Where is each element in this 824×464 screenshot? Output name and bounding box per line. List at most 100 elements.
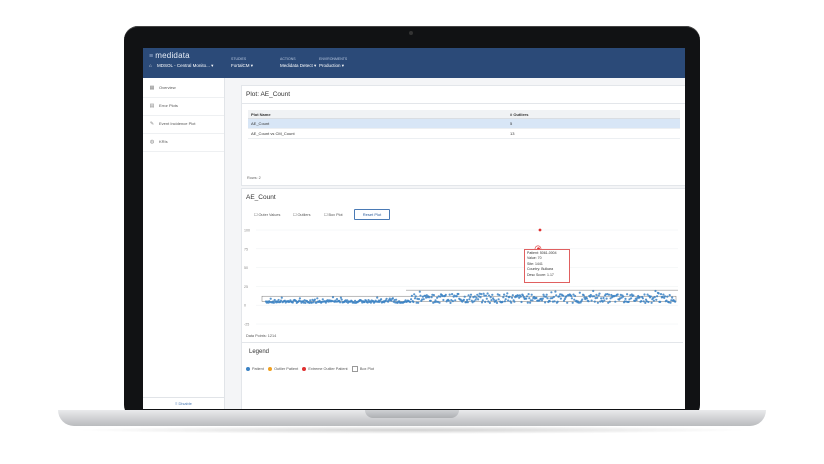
patient-point	[391, 297, 394, 300]
patient-point	[448, 293, 451, 296]
patient-point	[578, 291, 581, 294]
patient-point	[527, 293, 530, 296]
patient-point	[505, 295, 508, 298]
patient-point	[469, 296, 472, 299]
patient-point	[528, 297, 531, 300]
patient-point	[298, 297, 301, 300]
patient-point	[592, 289, 595, 293]
patient-point	[656, 295, 659, 298]
patient-point	[353, 301, 356, 304]
actions-selector[interactable]: Medidata Detect ▾	[280, 63, 317, 68]
patient-point	[622, 295, 625, 298]
plot-name-cell: AE_Count vs CM_Count	[251, 131, 295, 136]
patient-point	[566, 301, 569, 304]
option-outer-values[interactable]: ☐ Outer Values	[254, 213, 281, 217]
patient-point	[421, 295, 424, 298]
patient-point	[508, 295, 511, 298]
patient-point	[521, 294, 525, 297]
patient-point	[601, 300, 604, 303]
y-tick-label: 50	[244, 266, 248, 270]
patient-point	[335, 300, 338, 303]
patient-point	[492, 298, 495, 301]
patient-point	[339, 296, 342, 299]
patient-point	[429, 299, 432, 302]
legend-swatch	[246, 367, 250, 371]
patient-point	[419, 294, 422, 297]
patient-point	[640, 300, 643, 303]
y-tick-label: 25	[244, 285, 248, 289]
patient-point	[582, 294, 585, 297]
sidebar-toggle[interactable]: ≡ Disable	[143, 397, 224, 409]
sidebar: ▦ Overview ▤ Error Plots ✎ Event Incidence …	[143, 78, 225, 409]
column-header-plot-name[interactable]: Plot Name	[251, 112, 271, 117]
patient-point	[607, 301, 610, 304]
patient-point	[269, 297, 272, 300]
patient-point	[596, 296, 599, 299]
patient-point	[474, 298, 477, 301]
patient-point	[488, 294, 491, 297]
legend-item-extreme-outlier: Extreme Outlier Patient	[302, 367, 348, 371]
app-logo[interactable]: ≡ medidata	[149, 51, 190, 60]
patient-point	[605, 297, 608, 300]
option-outliers[interactable]: ☐ Outliers	[293, 213, 311, 217]
sidebar-item-kris[interactable]: ◍ KRIs	[143, 132, 224, 152]
patient-point	[510, 296, 514, 299]
sidebar-item-event-incidence-plot[interactable]: ✎ Event Incidence Plot	[143, 114, 224, 134]
patient-point	[409, 300, 412, 304]
patient-point	[462, 298, 465, 301]
patient-point	[616, 293, 619, 296]
tooltip-site: Site: 1441	[527, 261, 543, 266]
patient-point	[479, 296, 482, 299]
patient-point	[571, 301, 574, 304]
table-row[interactable]: AE_Count 5	[248, 119, 680, 129]
environments-selector[interactable]: Production ▾	[319, 63, 345, 68]
column-header-outliers[interactable]: # Outliers	[510, 112, 529, 117]
table-row[interactable]: AE_Count vs CM_Count 13	[248, 129, 680, 139]
option-box-plot[interactable]: ☐ Box Plot	[324, 213, 343, 217]
patient-point	[484, 300, 487, 303]
sidebar-item-error-plots[interactable]: ▤ Error Plots	[143, 96, 224, 116]
scatter-plot[interactable]: 100 75 50 25 0 -25	[242, 224, 682, 334]
patient-point	[481, 299, 484, 302]
screen: ≡ medidata ⌂ MDSOL - Central Monito... ▾ …	[143, 48, 685, 409]
patient-point	[277, 298, 280, 302]
patient-point	[558, 295, 561, 298]
patient-point	[654, 289, 657, 293]
patient-point	[412, 300, 415, 304]
patient-point	[417, 301, 420, 304]
patient-point	[340, 298, 343, 301]
patient-point	[376, 296, 379, 299]
patient-point	[480, 293, 483, 296]
patient-point	[279, 299, 283, 302]
studies-selector[interactable]: FortalCM ▾	[231, 63, 254, 68]
patient-point	[626, 293, 629, 296]
checkbox-icon: ☐	[293, 213, 297, 217]
patient-point	[272, 301, 275, 304]
patient-point	[309, 299, 312, 302]
patient-point	[655, 298, 658, 301]
patient-point	[559, 297, 562, 300]
patient-point	[454, 299, 457, 302]
patient-point	[635, 298, 638, 302]
patient-point	[415, 301, 418, 304]
study-selector[interactable]: MDSOL - Central Monito... ▾	[157, 63, 214, 68]
patient-point	[573, 298, 576, 301]
patient-point	[646, 293, 649, 296]
home-icon[interactable]: ⌂	[149, 63, 152, 68]
patient-point	[268, 301, 271, 304]
patient-point	[600, 297, 603, 300]
patient-point	[476, 293, 479, 296]
patient-point	[593, 300, 596, 303]
patient-point	[630, 297, 633, 300]
patient-point	[613, 294, 616, 298]
legend: Patient Outlier Patient Extreme Outlier …	[246, 366, 374, 372]
patient-point	[410, 294, 413, 297]
sidebar-item-overview[interactable]: ▦ Overview	[143, 78, 224, 98]
patient-point	[570, 294, 573, 298]
patient-point	[572, 293, 575, 296]
reset-plot-button[interactable]: Reset Plot	[354, 209, 390, 220]
patient-point	[316, 297, 319, 300]
patient-point	[535, 296, 538, 300]
patient-point	[503, 300, 506, 303]
patient-point	[473, 300, 476, 303]
